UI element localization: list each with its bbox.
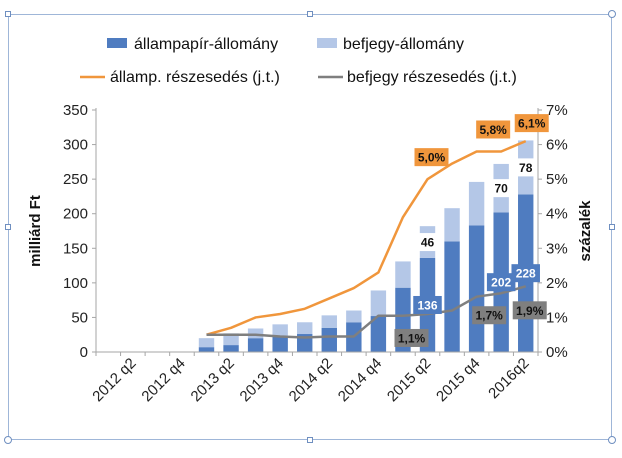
bar-label: 136: [417, 298, 437, 312]
y-tick-label: 100: [63, 275, 88, 292]
bar-allampapir-9: [321, 327, 337, 352]
line-label-bg: [472, 306, 507, 325]
y-tick-label: 200: [63, 206, 88, 223]
y-right-tick-label: 5%: [546, 171, 568, 188]
line-label-bg: [512, 301, 547, 320]
x-tick-label: 2012 q2: [89, 355, 139, 405]
line-label: 6,1%: [518, 117, 546, 131]
bar-label-bg: [515, 158, 537, 177]
x-tick-label: 2012 q4: [138, 355, 188, 405]
bar-label: 228: [516, 267, 536, 281]
resize-handle-middle-right[interactable]: [609, 224, 615, 230]
resize-handle-top-right[interactable]: [608, 10, 616, 18]
bar-allampapir-11: [370, 316, 387, 352]
x-tick-label: 2014 q2: [286, 355, 336, 405]
x-tick-label: 2016q2: [485, 355, 532, 402]
line-label-bg: [514, 114, 549, 133]
legend: állampapír-állomány befjegy-állomány állam…: [80, 36, 517, 86]
resize-handle-top-middle[interactable]: [307, 11, 313, 17]
bar-label: 78: [519, 161, 533, 175]
line-label-bg: [414, 148, 449, 167]
bar-befjegy-7: [272, 324, 288, 337]
bar-label: 70: [494, 182, 508, 196]
bar-allampapir-15: [468, 225, 485, 352]
resize-handle-bottom-left[interactable]: [4, 436, 12, 444]
y-right-tick-label: 4%: [546, 206, 568, 223]
bar-befjegy-14: [444, 208, 460, 242]
bar-label-bg: [490, 179, 512, 198]
y-right-tick-label: 2%: [546, 275, 568, 292]
bar-befjegy-6: [247, 328, 264, 339]
bar-allampapir-14: [444, 241, 460, 352]
y-axis-title-left: milliárd Ft: [27, 195, 44, 267]
bar-befjegy-9: [321, 315, 337, 328]
bar-befjegy-12: [395, 261, 411, 288]
y-tick-label: 150: [63, 240, 88, 257]
line-layer: [206, 139, 527, 339]
y-tick-label: 0: [80, 344, 88, 361]
y-tick-label: 50: [71, 309, 88, 326]
y-right-tick-label: 1%: [546, 309, 568, 326]
line-allamp-reszesedes: [206, 139, 527, 336]
line-befjegy-reszesedes: [206, 285, 527, 339]
y-right-tick-label: 0%: [546, 344, 568, 361]
resize-handle-middle-left[interactable]: [5, 224, 11, 230]
y-tick-label: 350: [63, 102, 88, 119]
bar-befjegy-10: [346, 310, 362, 323]
line-label: 5,8%: [479, 123, 507, 137]
x-tick-label: 2015 q2: [384, 355, 434, 405]
bar-label-bg: [486, 273, 516, 292]
legend-swatch-befjegy: [317, 38, 337, 48]
bar-label-bg: [413, 295, 442, 314]
y-right-tick-label: 7%: [546, 102, 568, 119]
legend-label-befjegy-reszesedes: befjegy részesedés (j.t.): [347, 69, 517, 86]
bar-label-bg: [417, 233, 438, 252]
x-tick-label: 2013 q4: [237, 355, 287, 405]
line-label-bg: [476, 120, 511, 139]
x-tick-label: 2015 q4: [433, 355, 483, 405]
bar-befjegy-11: [370, 290, 387, 317]
legend-label-allamp-reszesedes: államp. részesedés (j.t.): [110, 69, 280, 86]
bar-allampapir-6: [247, 338, 264, 352]
y-right-tick-label: 3%: [546, 240, 568, 257]
x-tick-label: 2014 q4: [335, 355, 385, 405]
line-label-bg: [394, 328, 429, 347]
bar-layer: [198, 140, 534, 352]
bar-label-bg: [511, 264, 540, 283]
bar-befjegy-15: [468, 181, 485, 226]
data-labels: 136 46 202 70 228 78 5,0% 5,8% 6,1% 1,1% 1,7% 1,9%: [394, 114, 549, 347]
y-tick-label: 250: [63, 171, 88, 188]
line-label: 1,1%: [398, 331, 426, 345]
x-tick-label: 2013 q2: [188, 355, 238, 405]
resize-handle-top-left[interactable]: [5, 11, 11, 17]
bar-allampapir-4: [198, 347, 215, 352]
line-label: 1,7%: [475, 309, 503, 323]
resize-handle-bottom-middle[interactable]: [307, 437, 313, 443]
bar-label: 46: [421, 236, 435, 250]
line-label: 5,0%: [418, 151, 446, 165]
bar-befjegy-5: [223, 333, 239, 346]
bar-allampapir-5: [223, 345, 239, 352]
bar-befjegy-8: [297, 322, 313, 335]
resize-handle-bottom-right[interactable]: [608, 436, 616, 444]
y-right-tick-label: 6%: [546, 137, 568, 154]
y-axis-title-right: százalék: [577, 200, 594, 262]
legend-swatch-allampapir: [107, 38, 127, 48]
bar-allampapir-7: [272, 336, 288, 352]
legend-label-befjegy: befjegy-állomány: [343, 36, 464, 53]
y-tick-label: 300: [63, 137, 88, 154]
line-label: 1,9%: [516, 304, 544, 318]
legend-label-allampapir: állampapír-állomány: [134, 36, 278, 53]
bar-befjegy-4: [198, 338, 215, 348]
bar-label: 202: [491, 276, 511, 290]
